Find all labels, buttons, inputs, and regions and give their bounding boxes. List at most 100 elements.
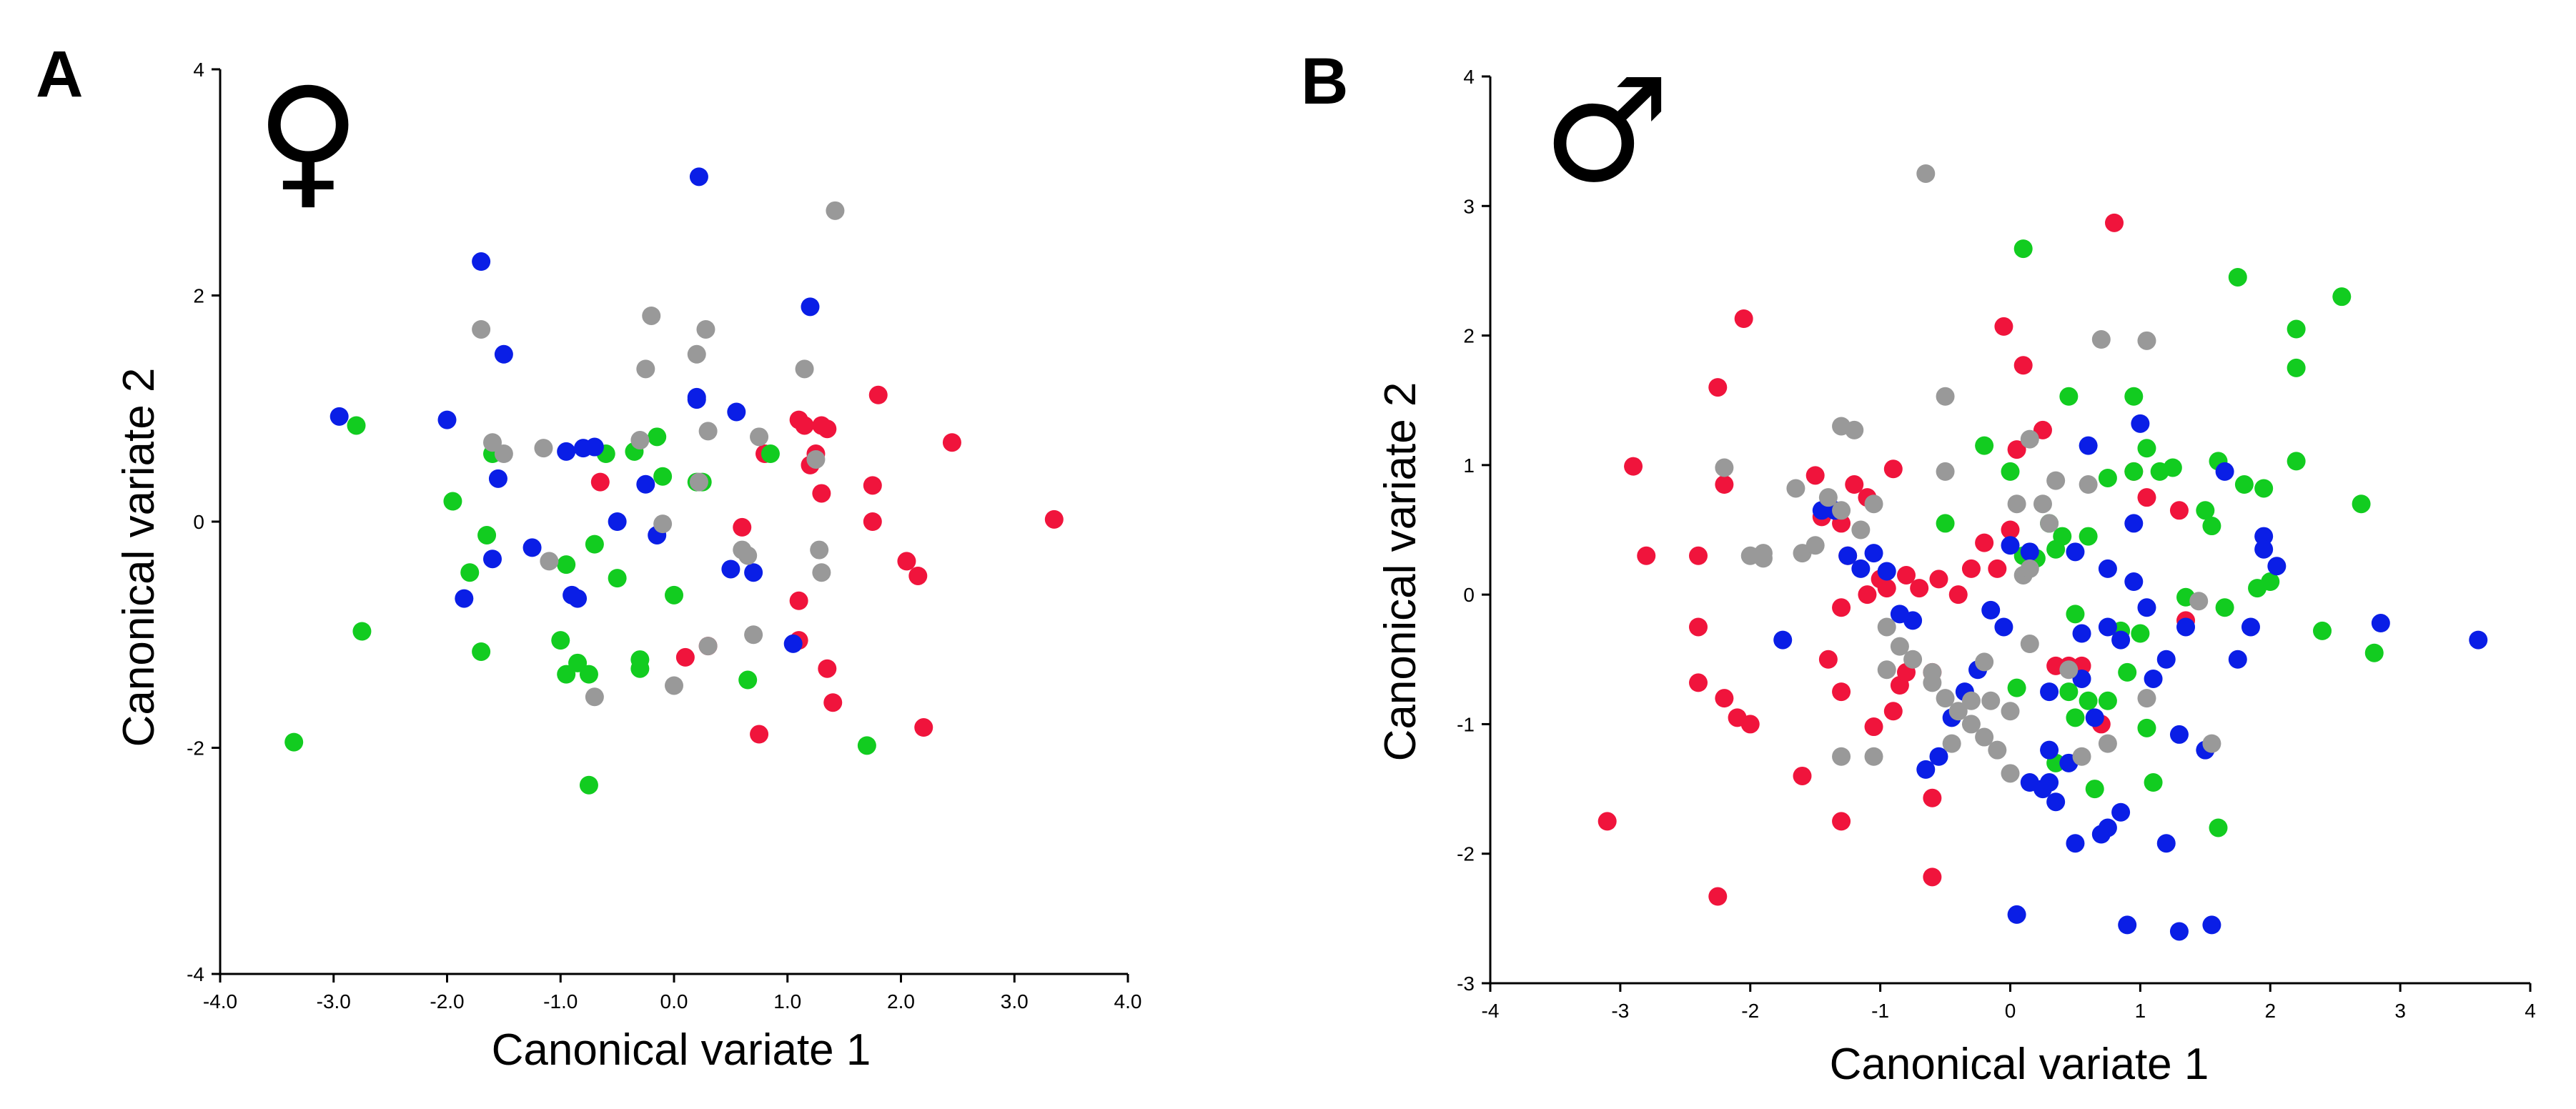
point-red-b xyxy=(1805,466,1825,485)
point-red-b xyxy=(2105,213,2124,232)
point-blue-a xyxy=(483,549,502,569)
point-blue-a xyxy=(636,474,655,494)
point-red-b xyxy=(1883,459,1903,479)
point-gray-a xyxy=(585,687,604,707)
point-blue-b xyxy=(1838,546,1858,565)
point-blue-a xyxy=(689,167,708,187)
x-tick-label-b: -2 xyxy=(1741,1000,1759,1022)
point-green-b xyxy=(2066,708,2085,727)
axis-ticks-b: -4 -3 -2 -1 0 1 2 3 4 -3 -2 -1 0 1 2 3 4 xyxy=(1457,66,2536,1022)
point-blue-b xyxy=(2001,536,2020,555)
point-green-a xyxy=(857,736,876,755)
y-tick-label-b: 0 xyxy=(1463,584,1475,606)
point-gray-b xyxy=(1942,734,1961,753)
point-red-b xyxy=(1597,812,1617,831)
point-blue-a xyxy=(721,560,740,579)
point-red-a xyxy=(942,433,961,452)
point-green-b xyxy=(2085,780,2104,799)
point-green-a xyxy=(665,585,683,605)
point-blue-a xyxy=(472,252,491,272)
point-green-b xyxy=(2079,691,2098,710)
y-axis-title-a: Canonical variate 2 xyxy=(114,368,164,747)
point-blue-a xyxy=(744,563,763,582)
point-blue-b xyxy=(2118,915,2137,935)
scatter-points-a xyxy=(284,167,1064,795)
x-tick-label-a: 4.0 xyxy=(1114,990,1142,1013)
point-gray-a xyxy=(534,439,553,458)
point-green-b xyxy=(2079,527,2098,546)
point-gray-b xyxy=(1832,501,1851,520)
point-blue-a xyxy=(608,512,627,531)
point-red-a xyxy=(818,419,837,439)
point-gray-b xyxy=(1903,650,1923,669)
x-tick-label-a: 0.0 xyxy=(660,990,688,1013)
point-blue-a xyxy=(727,402,746,422)
point-red-b xyxy=(2007,440,2026,459)
point-gray-a xyxy=(472,319,491,339)
point-gray-a xyxy=(733,540,752,560)
point-blue-b xyxy=(2137,598,2156,617)
point-blue-b xyxy=(1981,600,2001,620)
point-green-a xyxy=(630,659,650,678)
x-tick-label-b: 2 xyxy=(2264,1000,2276,1022)
x-tick-label-b: 1 xyxy=(2135,1000,2146,1022)
x-tick-label-a: 3.0 xyxy=(1001,990,1029,1013)
x-tick-label-b: 3 xyxy=(2394,1000,2406,1022)
point-red-b xyxy=(1961,559,1981,578)
y-tick-label-b: 2 xyxy=(1463,325,1475,347)
point-blue-b xyxy=(2241,617,2260,637)
point-green-b xyxy=(2118,662,2137,682)
point-gray-b xyxy=(1845,420,1864,439)
point-blue-b xyxy=(2040,740,2059,760)
point-red-b xyxy=(1897,565,1916,585)
point-red-a xyxy=(897,552,916,571)
point-blue-a xyxy=(783,634,803,653)
point-blue-b xyxy=(2267,557,2287,576)
point-blue-b xyxy=(2124,572,2144,592)
point-gray-a xyxy=(795,359,814,379)
point-green-b xyxy=(2352,494,2371,514)
point-blue-b xyxy=(2111,630,2131,650)
point-blue-b xyxy=(2202,915,2221,935)
point-green-a xyxy=(347,416,366,435)
point-gray-b xyxy=(2059,660,2079,680)
point-blue-b xyxy=(2020,542,2039,562)
point-green-b xyxy=(2059,682,2079,702)
point-blue-b xyxy=(2098,559,2117,578)
point-gray-b xyxy=(1864,494,1883,514)
point-green-b xyxy=(2364,643,2384,662)
point-red-a xyxy=(863,476,882,495)
x-tick-label-a: -4.0 xyxy=(203,990,237,1013)
y-tick-label-b: -3 xyxy=(1457,973,1475,995)
point-blue-b xyxy=(2176,617,2196,637)
point-gray-b xyxy=(1923,673,1942,692)
point-green-b xyxy=(2209,818,2228,837)
point-green-a xyxy=(284,732,304,752)
point-green-a xyxy=(477,525,497,544)
y-tick-label-b: 4 xyxy=(1463,66,1475,88)
point-red-b xyxy=(1864,717,1883,737)
point-green-a xyxy=(579,665,598,684)
point-gray-b xyxy=(2189,592,2209,611)
point-blue-b xyxy=(2215,462,2234,481)
point-gray-b xyxy=(2079,475,2098,494)
point-green-a xyxy=(352,622,372,641)
point-green-a xyxy=(585,534,604,554)
y-tick-label-b: 3 xyxy=(1463,195,1475,217)
point-red-a xyxy=(750,725,769,744)
x-tick-label-b: 0 xyxy=(2005,1000,2016,1022)
point-blue-b xyxy=(2156,834,2176,853)
y-tick-label-b: -2 xyxy=(1457,843,1475,865)
point-blue-b xyxy=(2040,682,2059,702)
y-tick-label-a: 0 xyxy=(193,511,204,533)
point-gray-a xyxy=(826,201,845,220)
point-red-a xyxy=(1044,509,1064,529)
x-axis-title-b: Canonical variate 1 xyxy=(1830,1040,2209,1089)
x-axis-title-a: Canonical variate 1 xyxy=(492,1025,871,1075)
point-blue-b xyxy=(2040,773,2059,792)
x-tick-label-b: -1 xyxy=(1871,1000,1889,1022)
point-green-b xyxy=(2234,475,2254,494)
point-gray-b xyxy=(1936,387,1955,406)
point-gray-a xyxy=(540,552,559,571)
point-red-a xyxy=(863,512,882,531)
